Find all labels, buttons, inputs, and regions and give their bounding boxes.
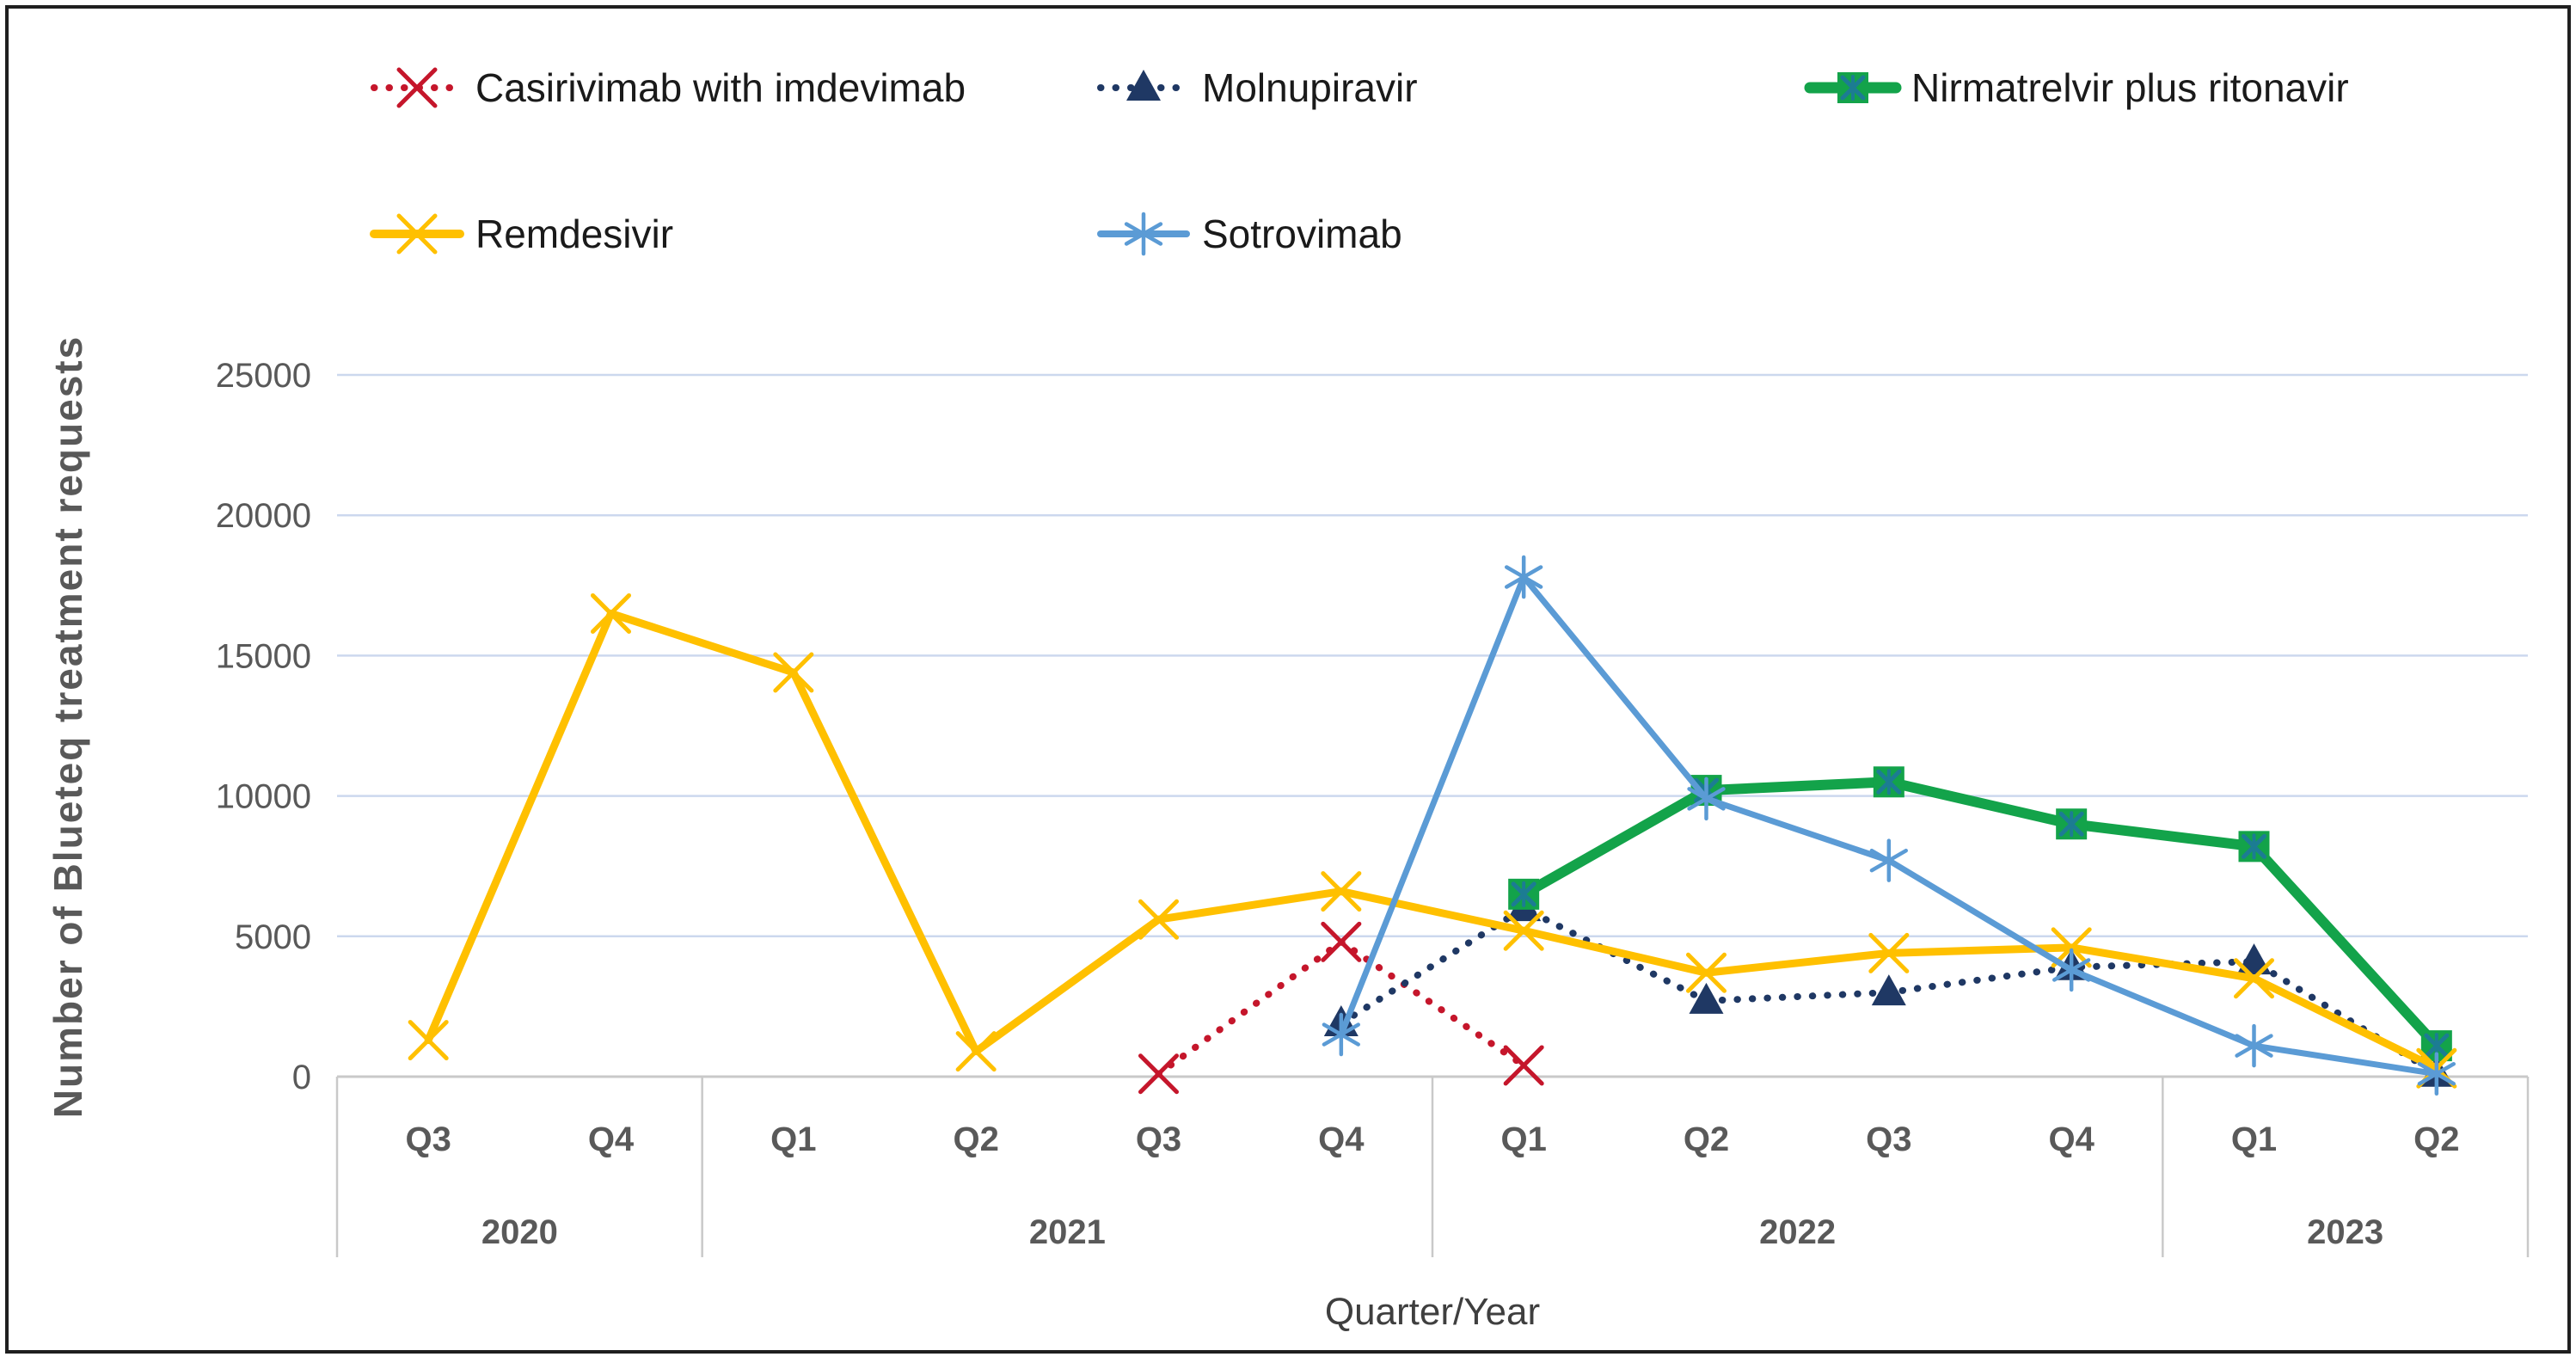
legend-item-sotrovimab: Sotrovimab xyxy=(1097,212,1402,256)
legend-label: Nirmatrelvir plus ritonavir xyxy=(1911,65,2349,110)
y-axis-title: Number of Blueteq treatment requests xyxy=(46,335,90,1118)
x-quarter-label: Q3 xyxy=(1866,1120,1911,1158)
legend-item-remdesivir: Remdesivir xyxy=(370,212,673,256)
x-quarter-label: Q4 xyxy=(1318,1120,1365,1158)
series-molnupiravir xyxy=(1323,890,2454,1087)
series-remdesivir xyxy=(408,592,2457,1089)
legend-item-molnupiravir: Molnupiravir xyxy=(1097,65,1418,110)
y-tick-label: 5000 xyxy=(235,918,311,956)
series-casirivimab-with-imdevimab xyxy=(1138,921,1544,1095)
chart-border-frame xyxy=(5,5,2571,1354)
y-tick-label: 20000 xyxy=(216,497,311,535)
legend-label: Sotrovimab xyxy=(1202,212,1402,256)
x-quarter-label: Q2 xyxy=(2413,1120,2459,1158)
x-year-label: 2022 xyxy=(1759,1213,1836,1251)
y-tick-label: 10000 xyxy=(216,778,311,816)
y-tick-label: 15000 xyxy=(216,637,311,675)
category-axis-band: Q3 Q4 Q1 Q2 Q3 Q4 Q1 Q2 Q3 Q4 Q1 Q2 2020 2021 2022 2023 xyxy=(335,1077,2530,1257)
x-quarter-label: Q3 xyxy=(1136,1120,1181,1158)
x-quarter-label: Q2 xyxy=(953,1120,998,1158)
legend: Casirivimab with imdevimab Molnupiravir Ni… xyxy=(370,65,2349,256)
x-quarter-label: Q1 xyxy=(1500,1120,1546,1158)
legend-label: Casirivimab with imdevimab xyxy=(475,65,966,110)
y-axis-tick-labels: 0 5000 10000 15000 20000 25000 xyxy=(216,357,311,1096)
legend-label: Remdesivir xyxy=(475,212,673,256)
axis-titles: Quarter/Year Number of Blueteq treatment … xyxy=(46,335,1540,1333)
series-sotrovimab xyxy=(1322,555,2456,1096)
y-tick-label: 0 xyxy=(292,1059,311,1096)
y-tick-label: 25000 xyxy=(216,357,311,395)
x-quarter-label: Q1 xyxy=(770,1120,816,1158)
x-year-label: 2021 xyxy=(1029,1213,1106,1251)
x-quarter-label: Q4 xyxy=(588,1120,635,1158)
legend-label: Molnupiravir xyxy=(1202,65,1418,110)
x-year-label: 2023 xyxy=(2307,1213,2383,1251)
series-nirmatrelvir-plus-ritonavir xyxy=(1508,766,2452,1062)
x-quarter-label: Q1 xyxy=(2231,1120,2277,1158)
x-quarter-label: Q3 xyxy=(405,1120,451,1158)
x-axis-title: Quarter/Year xyxy=(1325,1291,1540,1333)
gridlines xyxy=(337,373,2528,938)
x-quarter-label: Q4 xyxy=(2048,1120,2095,1158)
legend-item-casirivimab-with-imdevimab: Casirivimab with imdevimab xyxy=(371,65,966,110)
x-year-label: 2020 xyxy=(481,1213,558,1251)
x-quarter-label: Q2 xyxy=(1684,1120,1729,1158)
legend-item-nirmatrelvir-plus-ritonavir: Nirmatrelvir plus ritonavir xyxy=(1804,65,2349,110)
